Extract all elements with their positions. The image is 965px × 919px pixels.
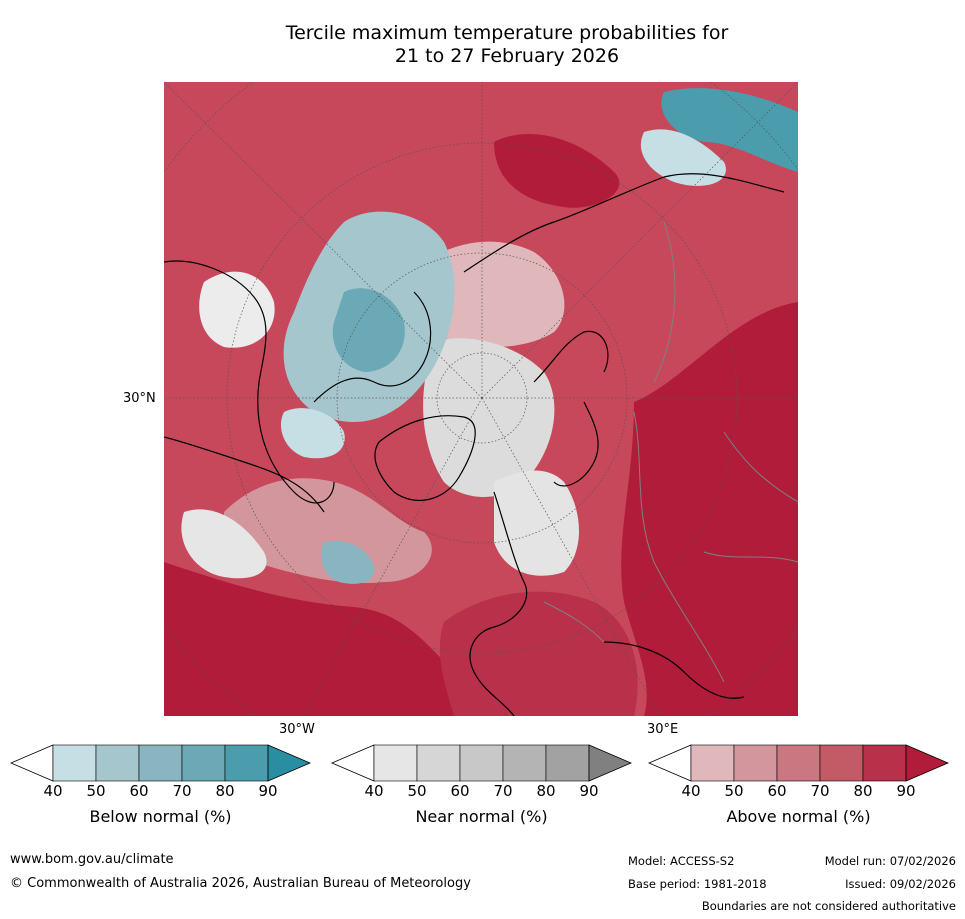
near-normal-arctic [423,338,555,497]
colorbar-near-bin-2 [459,744,504,782]
below-normal-northeast-light [640,129,726,186]
colorbar-near-bin-0 [373,744,418,782]
colorbar-near-tick: 70 [493,782,513,800]
colorbar-above-under [647,744,692,782]
probability-map [164,82,798,716]
near-normal-scandinavia [494,470,579,576]
colorbar-near-bin-1 [416,744,461,782]
colorbar-above-label: Above normal (%) [726,807,871,826]
colorbar-above-tick: 90 [896,782,916,800]
title-line-2: 21 to 27 February 2026 [394,45,620,67]
colorbar-below-tick: 90 [258,782,278,800]
footer-copyright: © Commonwealth of Australia 2026, Austra… [10,876,471,891]
near-normal-north-pacific [199,271,275,348]
above-normal-asia-region [621,302,798,716]
footer-base-period: Base period: 1981-2018 [628,877,767,891]
colorbar-above-bin-1 [733,744,778,782]
colorbar-near-over [588,744,633,782]
colorbar-below-over [267,744,312,782]
colorbar-near-graphic [330,744,633,782]
coastlines [164,173,785,716]
colorbar-near: 40 50 60 70 80 90 Near normal (%) [330,744,633,844]
colorbar-above-bin-0 [690,744,735,782]
colorbar-above-bin-2 [776,744,821,782]
colorbar-near-label: Near normal (%) [415,807,548,826]
colorbar-above-bin-3 [819,744,864,782]
colorbar-above-tick: 70 [810,782,830,800]
colorbar-above-over [905,744,950,782]
colorbar-near-under [330,744,375,782]
colorbar-below-bin-1 [95,744,140,782]
below-normal-canada-core [332,288,405,372]
footer-issued: Issued: 09/02/2026 [845,877,956,891]
colorbar-near-tick: 90 [579,782,599,800]
footer-model-run: Model run: 07/02/2026 [824,854,956,868]
greenland-outline [374,415,476,501]
colorbar-near-bin-3 [502,744,547,782]
colorbar-below-tick: 80 [215,782,235,800]
colorbar-below-bin-4 [224,744,269,782]
lon-label-30w: 30°W [279,722,315,737]
colorbar-above-tick: 50 [724,782,744,800]
colorbar-above-graphic [647,744,950,782]
footer-disclaimer: Boundaries are not considered authoritat… [701,899,956,913]
colorbar-below-tick: 60 [129,782,149,800]
below-normal-pacific-patch [320,540,375,584]
above-normal-europe [439,591,638,716]
colorbar-below-label: Below normal (%) [89,807,232,826]
above-normal-pacific-region [164,562,494,716]
below-normal-hudson [280,408,345,459]
colorbar-above-tick: 80 [853,782,873,800]
colorbar-below-bin-0 [52,744,97,782]
lon-label-30e: 30°E [647,722,679,737]
colorbar-below-tick: 50 [86,782,106,800]
colorbar-above-tick: 60 [767,782,787,800]
map-title: Tercile maximum temperature probabilitie… [200,22,814,68]
colorbar-below: 40 50 60 70 80 90 Below normal (%) [9,744,312,844]
above-normal-light-ring [224,478,432,583]
colorbar-below-tick: 40 [43,782,63,800]
colorbar-above-tick: 40 [681,782,701,800]
below-normal-northeast-patch [661,88,798,172]
footer-website[interactable]: www.bom.gov.au/climate [10,852,174,867]
colorbar-below-bin-2 [138,744,183,782]
lat-label-30n: 30°N [123,391,156,406]
colorbar-near-tick: 80 [536,782,556,800]
colorbar-below-tick: 70 [172,782,192,800]
near-normal-pacific [181,509,267,579]
colorbar-below-under [9,744,54,782]
colorbar-above: 40 50 60 70 80 90 Above normal (%) [647,744,950,844]
colorbar-above-bin-4 [862,744,907,782]
colorbar-below-bin-3 [181,744,226,782]
graticule [164,82,798,716]
colorbar-near-tick: 60 [450,782,470,800]
above-normal-north-atlantic [494,133,620,208]
colorbar-below-graphic [9,744,312,782]
footer-model: Model: ACCESS-S2 [628,854,735,868]
colorbar-near-tick: 40 [364,782,384,800]
country-borders [543,221,798,683]
colorbar-near-tick: 50 [407,782,427,800]
colorbar-near-bin-4 [545,744,590,782]
title-line-1: Tercile maximum temperature probabilitie… [285,22,729,44]
